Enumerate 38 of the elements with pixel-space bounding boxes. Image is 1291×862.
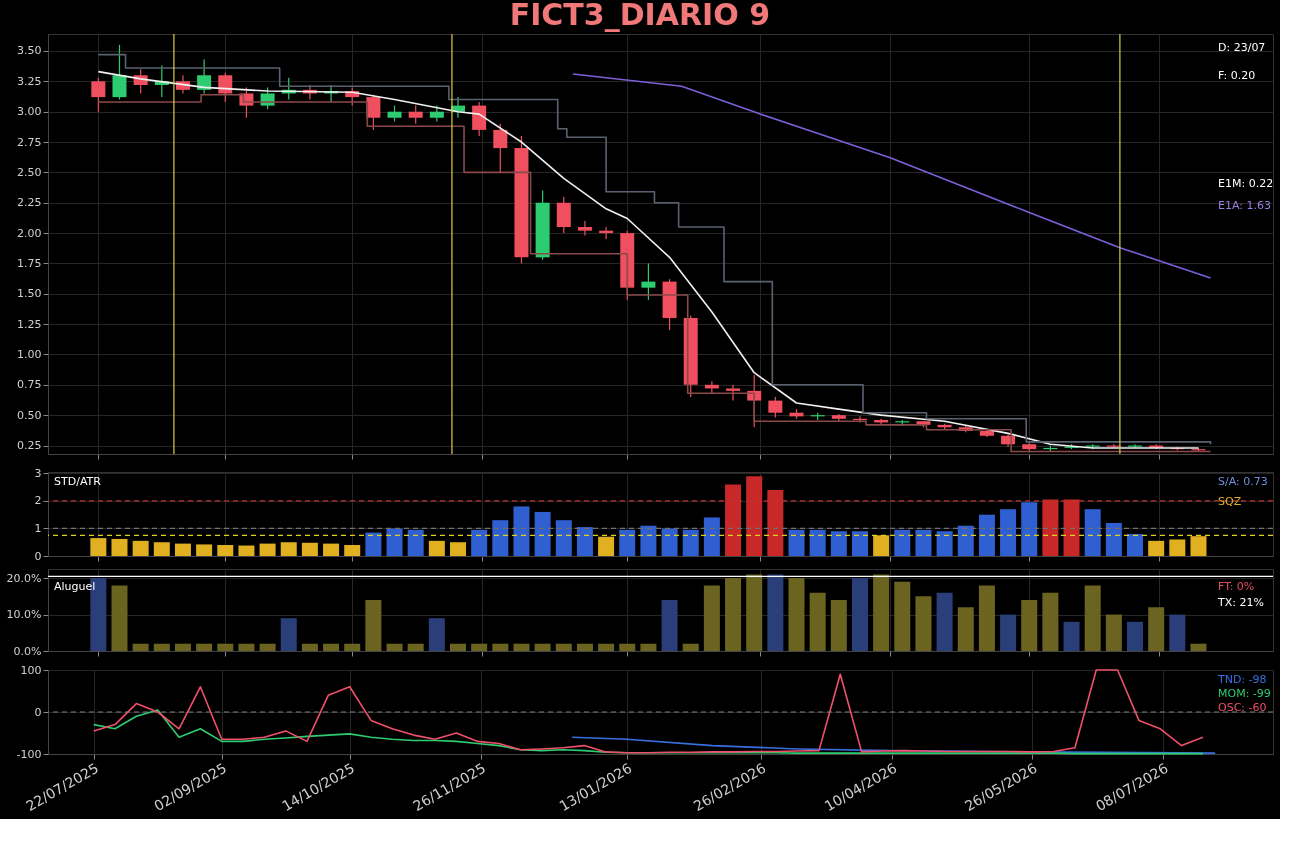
chart-title: STD/ATR	[54, 475, 102, 488]
y-tick-label: 3.25	[17, 74, 42, 88]
annotation: E1A: 1.63	[1218, 199, 1271, 212]
y-tick-label: 2.75	[17, 135, 42, 149]
y-tick-label: 2.50	[17, 165, 42, 179]
y-tick-label: 1.50	[17, 287, 42, 301]
y-tick-label: 1	[34, 521, 42, 535]
annotation: TND: -98	[1217, 673, 1267, 686]
annotation: SQZ	[1218, 495, 1242, 508]
annotation: F: 0.20	[1218, 69, 1256, 82]
y-tick-label: 100	[20, 663, 42, 677]
y-tick-label: 3.00	[17, 105, 42, 119]
y-tick-label: 1.75	[17, 256, 42, 270]
annotation: MOM: -99	[1218, 687, 1271, 700]
y-tick-label: 0.50	[17, 408, 42, 422]
annotation: S/A: 0.73	[1218, 475, 1268, 488]
text: Aluguel	[54, 580, 96, 593]
y-tick-label: 10.0%	[6, 608, 42, 622]
y-tick-label: 3	[34, 466, 42, 480]
y-tick-label: 1.25	[17, 317, 42, 331]
annotation: D: 23/07	[1218, 41, 1266, 54]
y-tick-label: 1.00	[17, 347, 42, 361]
y-tick-label: 0	[34, 705, 42, 719]
y-tick-label: 2	[34, 494, 42, 508]
annotation: FT: 0%	[1218, 580, 1255, 593]
y-tick-label: 0	[34, 549, 42, 563]
y-tick-label: 20.0%	[6, 571, 42, 585]
y-tick-label: 2.25	[17, 196, 42, 210]
annotation: TX: 21%	[1217, 596, 1264, 609]
y-tick-label: 0.25	[17, 439, 42, 452]
y-tick-label: -100	[16, 747, 42, 761]
y-tick-label: 0.75	[17, 378, 42, 392]
chart-title: FICT3_DIARIO 9	[509, 0, 771, 32]
y-tick-label: 3.50	[17, 44, 42, 58]
y-tick-label: 2.00	[17, 226, 42, 240]
y-tick-label: 0.0%	[13, 644, 42, 658]
annotation: OSC: -60	[1218, 701, 1267, 714]
annotation: E1M: 0.22	[1218, 177, 1274, 190]
